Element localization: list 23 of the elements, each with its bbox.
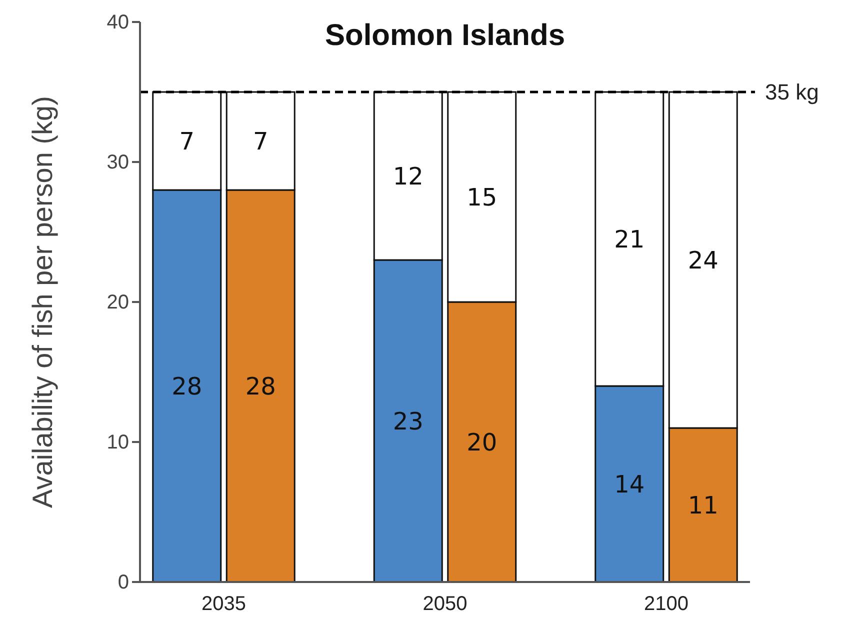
y-tick-label: 40 bbox=[106, 11, 129, 34]
data-label: 7 bbox=[252, 127, 268, 156]
y-tick-label: 30 bbox=[106, 151, 129, 174]
data-label: 14 bbox=[614, 470, 645, 498]
data-label: 20 bbox=[466, 428, 498, 456]
x-tick-label: 2100 bbox=[644, 593, 688, 615]
y-tick-label: 10 bbox=[106, 431, 129, 454]
ref-line-label: 35 kg bbox=[765, 80, 819, 105]
data-label: 21 bbox=[614, 225, 645, 254]
y-tick-label: 20 bbox=[106, 291, 129, 314]
y-axis-title: Availability of fish per person (kg) bbox=[27, 96, 58, 508]
y-tick-label: 0 bbox=[118, 571, 129, 594]
chart-title: Solomon Islands bbox=[324, 19, 566, 52]
data-label: 7 bbox=[179, 127, 195, 156]
x-tick-label: 2035 bbox=[202, 593, 246, 615]
data-label: 24 bbox=[688, 246, 718, 274]
data-label: 11 bbox=[688, 491, 718, 520]
data-label: 23 bbox=[392, 407, 424, 436]
data-label: 28 bbox=[245, 372, 276, 400]
x-tick-label: 2050 bbox=[422, 593, 468, 615]
data-label: 12 bbox=[392, 162, 424, 190]
data-label: 28 bbox=[172, 372, 202, 400]
data-label: 15 bbox=[466, 183, 498, 212]
